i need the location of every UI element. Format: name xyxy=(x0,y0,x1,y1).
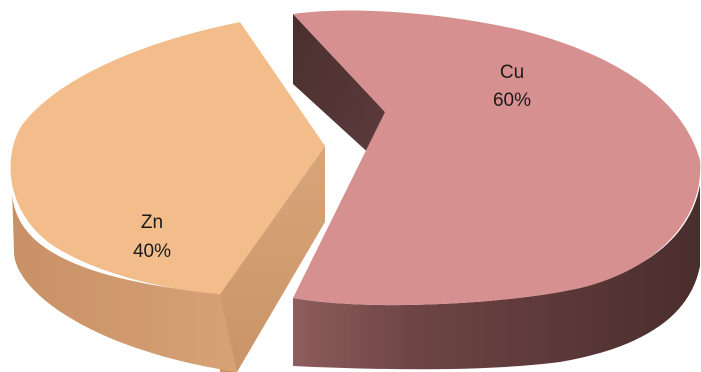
slice-cu-side xyxy=(293,185,700,370)
slice-cu-name: Cu xyxy=(500,62,524,83)
slice-zn-top xyxy=(10,22,325,294)
slice-zn-side xyxy=(12,188,237,372)
slice-zn-name: Zn xyxy=(141,212,163,233)
slice-cu-top xyxy=(293,10,701,306)
slice-cu-value: 60% xyxy=(493,90,531,111)
slice-zn: Zn 40% xyxy=(10,22,325,372)
slice-zn-value: 40% xyxy=(133,241,171,262)
slice-cu-inner-face xyxy=(293,14,385,168)
slice-cu: Cu 60% xyxy=(293,10,701,370)
slice-zn-cut-face xyxy=(220,146,325,372)
